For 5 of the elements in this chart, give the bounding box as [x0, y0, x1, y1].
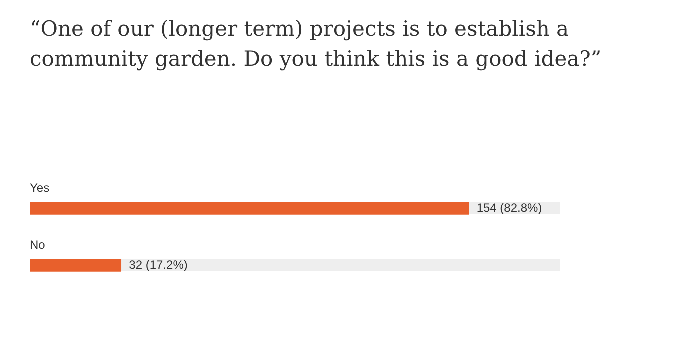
- chart-title: “One of our (longer term) projects is to establish a community garden. Do you think this is a good idea?”: [30, 16, 603, 73]
- data-label: 32 (17.2%): [129, 258, 188, 272]
- data-label: 154 (82.8%): [476, 200, 542, 215]
- y-tick-label: No: [30, 238, 46, 252]
- y-tick-label: Yes: [30, 180, 50, 195]
